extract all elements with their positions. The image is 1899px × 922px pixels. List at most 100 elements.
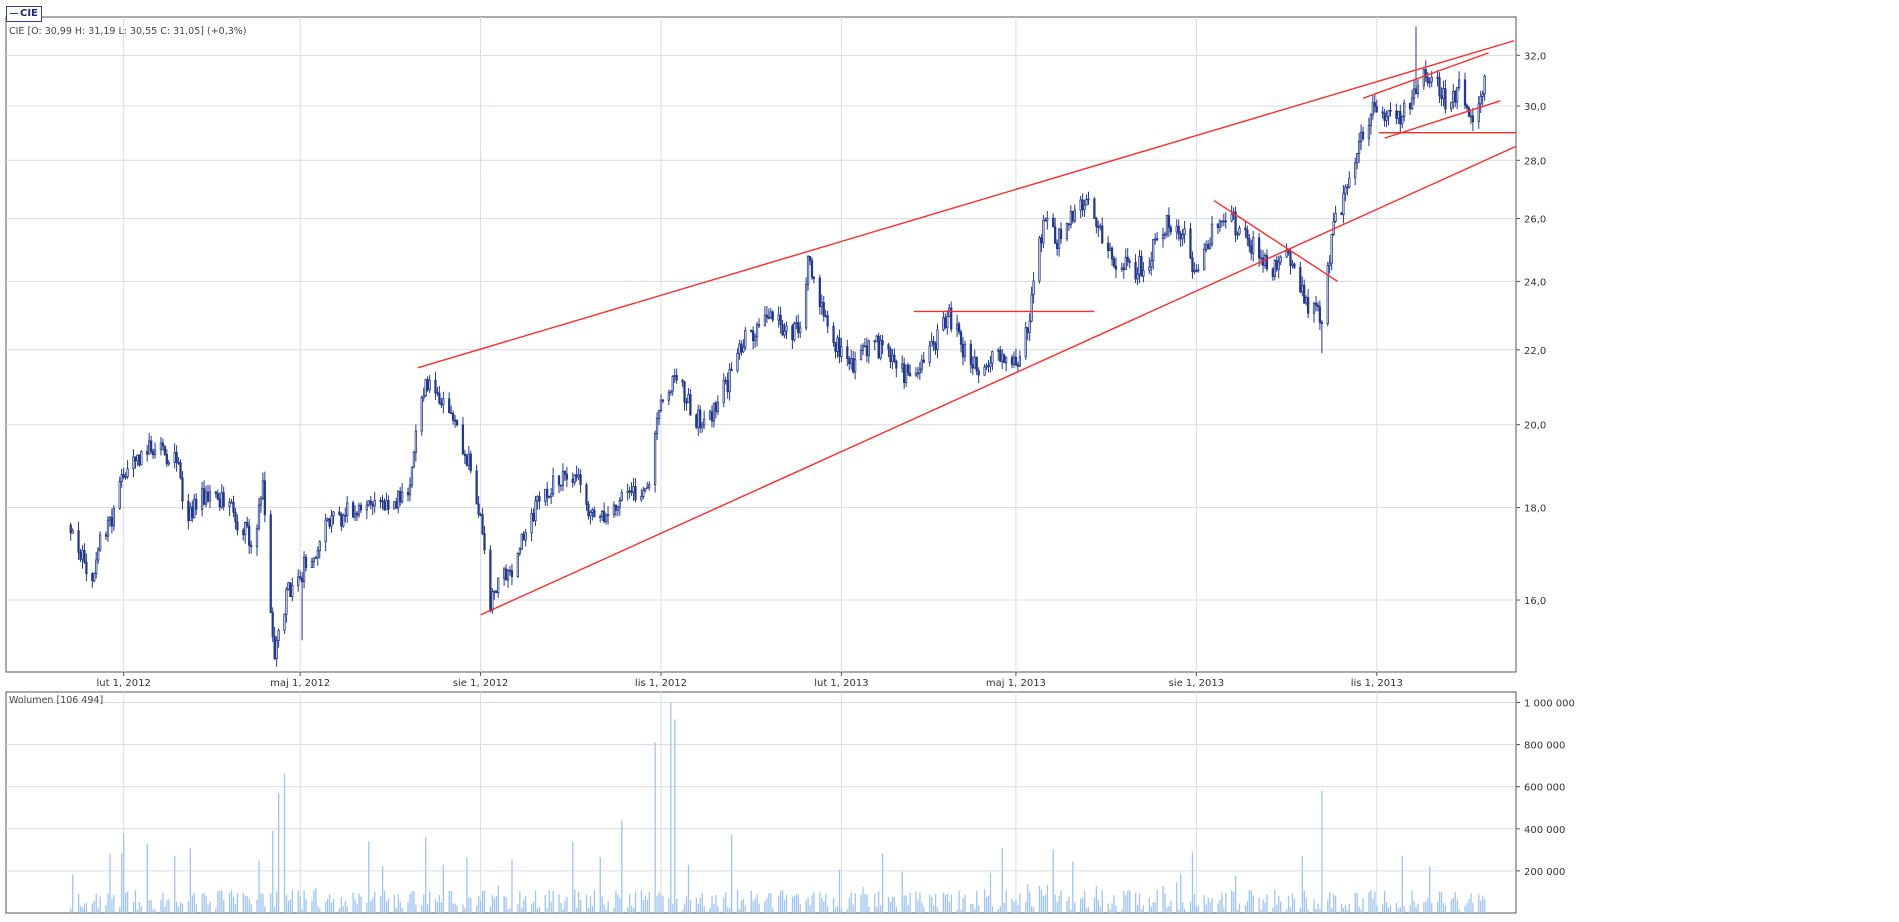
volume-bar [1087, 906, 1090, 913]
candle [565, 473, 568, 480]
volume-bar [864, 893, 866, 913]
volume-bar [672, 903, 674, 913]
volume-bar [1115, 905, 1117, 913]
candle [95, 559, 98, 574]
volume-bar [313, 890, 315, 913]
volume-bar [838, 869, 841, 913]
candle [1001, 354, 1004, 362]
candle [1344, 186, 1347, 194]
volume-bar [360, 896, 362, 913]
candle [214, 491, 217, 494]
candle [1403, 102, 1406, 117]
candle [469, 453, 472, 472]
volume-bar [944, 894, 947, 913]
candle [1014, 356, 1018, 366]
candle [1030, 294, 1033, 322]
volume-bar [383, 890, 386, 913]
volume-bar [425, 837, 427, 913]
candle [685, 401, 688, 404]
candle [367, 500, 370, 506]
volume-bar [613, 907, 615, 913]
candle [548, 496, 551, 499]
trendline [417, 40, 1515, 369]
volume-bar [205, 895, 207, 913]
candle [249, 544, 253, 548]
candle [236, 521, 239, 531]
candle [579, 474, 582, 486]
candle [98, 534, 102, 551]
candle [530, 512, 533, 534]
candle [587, 503, 590, 517]
volume-bar [827, 906, 829, 913]
x-tick-label: maj 1, 2013 [986, 678, 1046, 689]
volume-bar [1162, 885, 1164, 913]
volume-bar [1203, 895, 1205, 913]
candle [1150, 260, 1153, 268]
volume-bar [1244, 905, 1247, 913]
candle [1073, 209, 1076, 222]
volume-bar [248, 899, 250, 913]
volume-bar [1233, 891, 1235, 913]
volume-bar [1052, 849, 1054, 913]
candle [818, 277, 821, 307]
volume-bar [687, 864, 690, 913]
candle [963, 343, 967, 358]
candle [999, 349, 1002, 362]
candle [695, 414, 698, 428]
volume-bar [305, 898, 307, 913]
price-y-tick-label: 22,0 [1524, 346, 1546, 357]
candle [1477, 103, 1480, 123]
volume-bar [1193, 894, 1196, 913]
candle [1348, 177, 1351, 188]
candle [1401, 116, 1404, 125]
volume-bar [932, 905, 935, 913]
candle [667, 392, 670, 401]
candle [1436, 76, 1439, 79]
candle [1471, 115, 1474, 123]
candle [1259, 257, 1263, 260]
volume-bar [823, 901, 825, 913]
ticker-tab[interactable]: CIE [6, 6, 42, 22]
candle [781, 324, 784, 336]
candle [944, 317, 947, 328]
volume-bar [397, 893, 399, 913]
candle [287, 582, 290, 590]
volume-bar [1321, 790, 1323, 913]
candle [744, 330, 747, 348]
volume-bar [1389, 905, 1392, 913]
volume-bar [785, 894, 788, 913]
candle [134, 456, 137, 462]
candle [373, 499, 376, 507]
volume-bar [538, 906, 541, 913]
volume-bar [1168, 906, 1170, 913]
candle [338, 511, 341, 515]
volume-bar [766, 898, 768, 913]
volume-bar [1472, 903, 1474, 913]
candle [1148, 266, 1151, 271]
candle [93, 573, 96, 582]
candle [1057, 228, 1061, 249]
volume-bar [356, 904, 358, 913]
candle [848, 358, 851, 365]
volume-bar [1423, 902, 1425, 913]
volume-bar [1101, 890, 1103, 913]
candle [850, 358, 853, 365]
candle [810, 260, 814, 278]
candle [1399, 110, 1402, 125]
volume-bar [276, 891, 278, 913]
candle [632, 486, 635, 494]
candle [903, 363, 906, 383]
volume-bar [81, 907, 84, 913]
volume-bar [311, 900, 313, 913]
candle [575, 474, 578, 478]
candle [110, 517, 114, 527]
candle [1120, 267, 1123, 270]
volume-bar [709, 908, 711, 913]
candle [550, 493, 553, 498]
candle [1101, 225, 1104, 244]
volume-bar [619, 898, 621, 913]
candle [450, 412, 453, 415]
volume-bar [150, 900, 152, 913]
volume-bar [881, 853, 884, 913]
candle [1361, 131, 1365, 140]
